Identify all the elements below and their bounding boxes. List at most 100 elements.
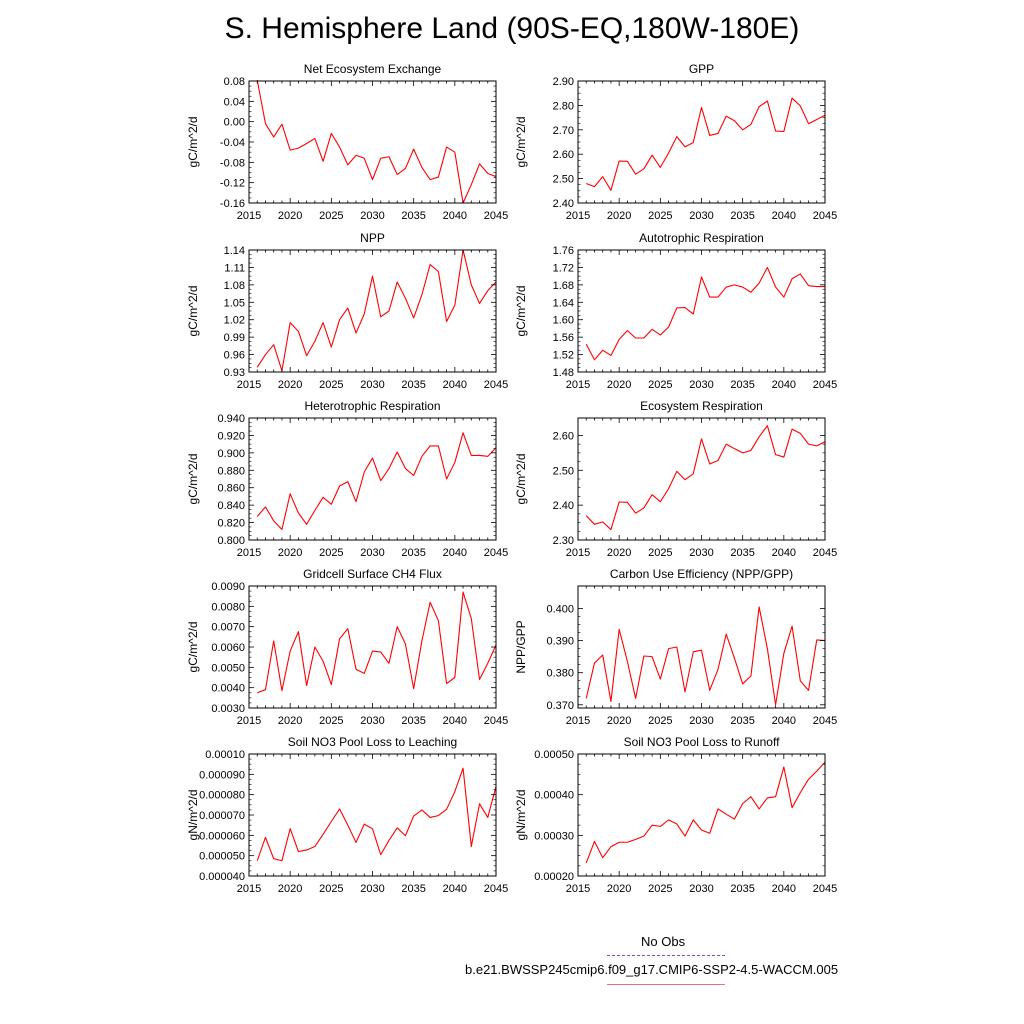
- x-tick-label: 2035: [401, 883, 425, 895]
- chart-title: Autotrophic Respiration: [639, 231, 764, 245]
- series-line: [256, 767, 497, 862]
- y-tick-label: 2.40: [553, 500, 574, 512]
- x-tick-label: 2025: [319, 547, 343, 559]
- y-tick-label: 0.000080: [199, 790, 245, 802]
- x-tick-label: 2040: [772, 715, 796, 727]
- y-axis-label: gC/m^2/d: [186, 454, 200, 505]
- x-tick-label: 2045: [484, 715, 508, 727]
- x-tick-label: 2030: [689, 715, 713, 727]
- chart-panel-4: Autotrophic Respiration gC/m^2/d 2015 2020 2…: [514, 231, 837, 391]
- x-tick-label: 2040: [443, 883, 467, 895]
- x-tick-label: 2045: [813, 715, 837, 727]
- x-tick-label: 2035: [401, 379, 425, 391]
- x-tick-label: 2025: [319, 883, 343, 895]
- y-tick-label: 1.08: [224, 280, 245, 292]
- y-tick-label: 0.000060: [199, 830, 245, 842]
- y-tick-label: 0.0040: [211, 683, 245, 695]
- y-tick-label: 0.900: [217, 448, 245, 460]
- y-tick-label: 2.40: [553, 198, 574, 210]
- y-tick-label: 0.0050: [211, 662, 245, 674]
- x-tick-label: 2030: [689, 547, 713, 559]
- x-tick-label: 2045: [484, 547, 508, 559]
- y-tick-label: 0.0060: [211, 642, 245, 654]
- chart-panel-6: Ecosystem Respiration gC/m^2/d 2015 2020 202…: [514, 399, 837, 559]
- y-tick-label: 0.00020: [534, 871, 574, 883]
- x-tick-label: 2035: [730, 379, 754, 391]
- y-tick-label: 0.000070: [199, 810, 245, 822]
- series-line: [256, 79, 497, 204]
- y-tick-label: 0.800: [217, 535, 245, 547]
- x-tick-label: 2045: [484, 210, 508, 222]
- series-line: [256, 432, 497, 531]
- y-tick-label: 2.30: [553, 535, 574, 547]
- y-axis-label: gC/m^2/d: [186, 286, 200, 337]
- y-tick-label: 1.60: [553, 315, 574, 327]
- x-tick-label: 2045: [813, 379, 837, 391]
- y-tick-label: -0.04: [220, 137, 245, 149]
- x-tick-label: 2020: [278, 379, 302, 391]
- y-tick-label: 0.00: [224, 117, 245, 129]
- y-tick-label: 1.11: [224, 262, 245, 274]
- x-tick-label: 2015: [237, 210, 261, 222]
- x-tick-label: 2030: [360, 547, 384, 559]
- plot-frame: [248, 249, 497, 373]
- x-tick-label: 2040: [443, 547, 467, 559]
- x-tick-label: 2020: [278, 210, 302, 222]
- y-tick-label: 1.05: [224, 297, 245, 309]
- x-tick-label: 2025: [648, 715, 672, 727]
- x-tick-label: 2015: [566, 379, 590, 391]
- x-tick-label: 2035: [401, 715, 425, 727]
- chart-title: Soil NO3 Pool Loss to Leaching: [288, 735, 457, 749]
- x-tick-label: 2035: [730, 715, 754, 727]
- x-tick-label: 2025: [648, 379, 672, 391]
- series-line: [585, 266, 825, 361]
- y-tick-label: 0.860: [217, 483, 245, 495]
- y-axis-label: gC/m^2/d: [514, 117, 528, 168]
- y-tick-label: 1.14: [224, 245, 245, 257]
- x-tick-label: 2025: [648, 547, 672, 559]
- plot-frame: [577, 753, 826, 877]
- x-tick-label: 2020: [607, 715, 631, 727]
- x-tick-label: 2020: [607, 210, 631, 222]
- y-tick-label: 0.920: [217, 430, 245, 442]
- x-tick-label: 2040: [443, 715, 467, 727]
- x-tick-label: 2025: [648, 883, 672, 895]
- x-tick-label: 2030: [689, 210, 713, 222]
- series-line: [585, 761, 826, 864]
- x-tick-label: 2020: [607, 379, 631, 391]
- x-tick-label: 2040: [772, 210, 796, 222]
- y-axis-label: gC/m^2/d: [514, 286, 528, 337]
- chart-title: Ecosystem Respiration: [640, 399, 763, 413]
- plot-frame: [248, 417, 497, 541]
- x-tick-label: 2045: [813, 883, 837, 895]
- x-tick-label: 2015: [566, 547, 590, 559]
- x-tick-label: 2025: [319, 715, 343, 727]
- x-tick-label: 2015: [566, 715, 590, 727]
- chart-panel-3: NPP gC/m^2/d 2015 2020 2025 2030 2035 2040 2045 1…: [186, 231, 508, 391]
- x-tick-label: 2030: [689, 379, 713, 391]
- x-tick-label: 2020: [278, 715, 302, 727]
- series-line: [256, 249, 497, 372]
- x-tick-label: 2020: [607, 547, 631, 559]
- x-tick-label: 2015: [237, 715, 261, 727]
- y-axis-label: gN/m^2/d: [514, 790, 528, 841]
- x-tick-label: 2015: [566, 883, 590, 895]
- y-tick-label: 0.00040: [534, 790, 574, 802]
- series-line: [257, 591, 497, 694]
- y-tick-label: 0.08: [224, 76, 245, 88]
- chart-title: Gridcell Surface CH4 Flux: [303, 567, 442, 581]
- x-tick-label: 2030: [689, 883, 713, 895]
- y-tick-label: 0.370: [546, 700, 574, 712]
- x-tick-label: 2045: [813, 547, 837, 559]
- chart-panel-7: Gridcell Surface CH4 Flux gC/m^2/d 2015 202…: [186, 567, 508, 727]
- x-tick-label: 2030: [360, 715, 384, 727]
- y-tick-label: 0.000090: [199, 769, 245, 781]
- chart-panel-2: GPP gC/m^2/d 2015 2020 2025 2030 2035 2040 2045 2…: [514, 62, 837, 222]
- y-tick-label: 2.70: [553, 125, 574, 137]
- x-tick-label: 2045: [484, 379, 508, 391]
- y-tick-label: 2.50: [553, 465, 574, 477]
- y-tick-label: 1.76: [553, 245, 574, 257]
- y-tick-label: 0.00030: [534, 830, 574, 842]
- y-tick-label: 0.390: [546, 636, 574, 648]
- y-tick-label: 1.02: [224, 315, 245, 327]
